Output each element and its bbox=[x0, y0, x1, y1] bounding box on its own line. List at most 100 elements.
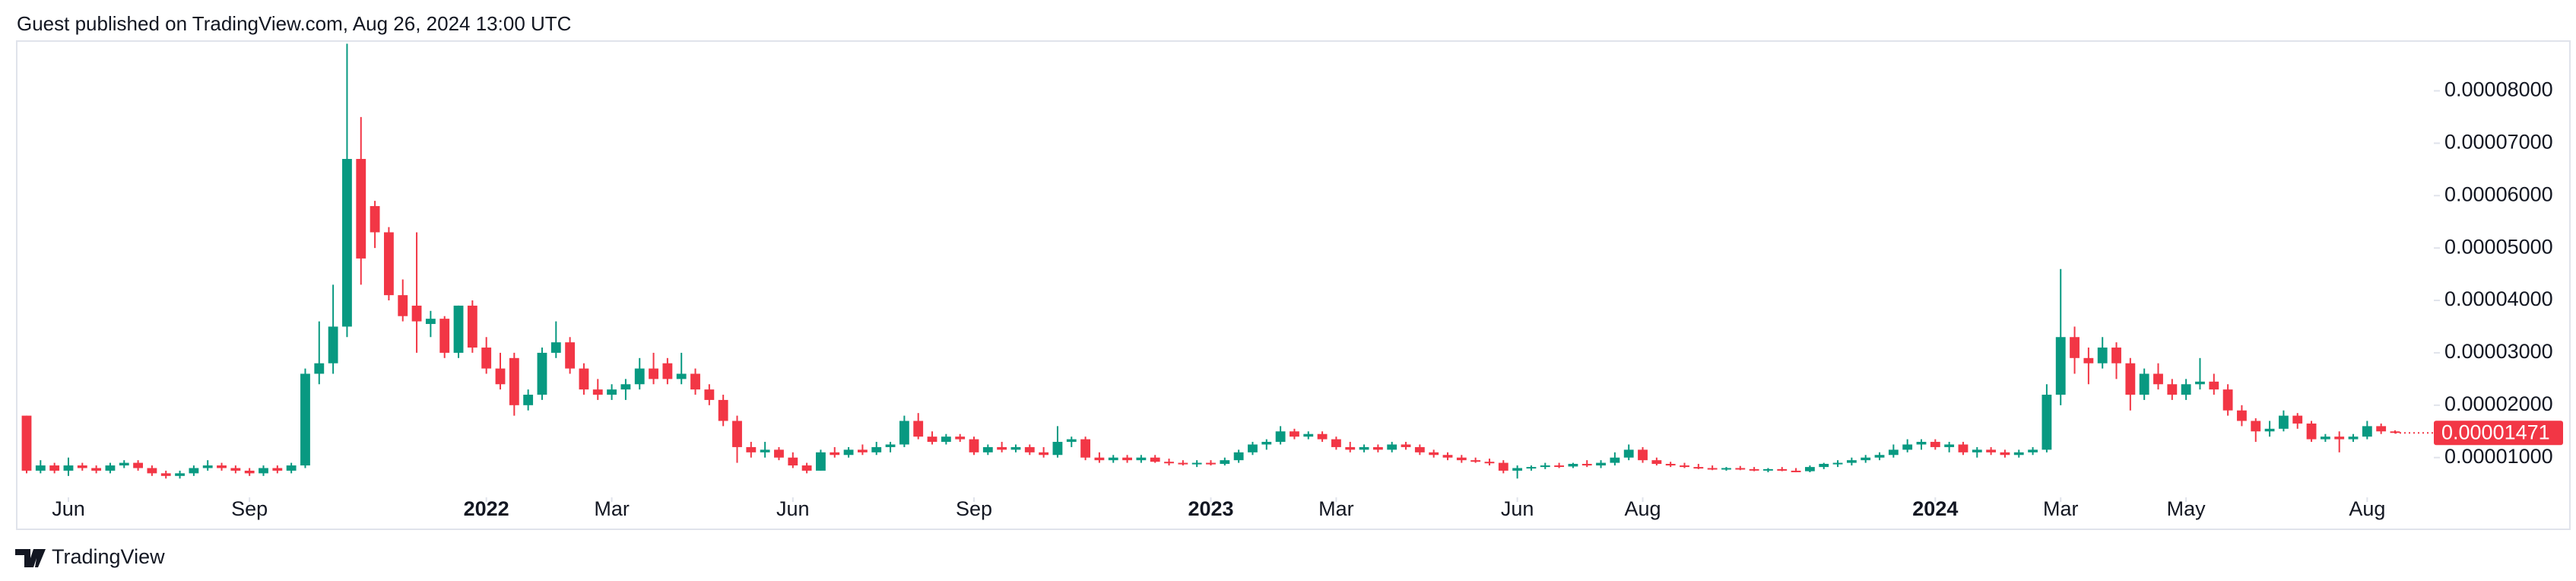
candle-body bbox=[1819, 463, 1829, 468]
candle-body bbox=[2237, 410, 2247, 421]
logo-mark bbox=[15, 549, 46, 567]
candle-body bbox=[2278, 415, 2289, 429]
candle-body bbox=[1108, 457, 1118, 461]
candle-body bbox=[1290, 431, 1299, 437]
x-tick-label: Jun bbox=[52, 497, 85, 520]
candle-body bbox=[2195, 381, 2205, 385]
candle-body bbox=[1080, 439, 1091, 458]
x-tick-label: Sep bbox=[956, 497, 992, 520]
candle-body bbox=[1540, 465, 1550, 468]
candle-body bbox=[592, 389, 603, 395]
candle-body bbox=[816, 452, 826, 471]
candle-body bbox=[885, 444, 896, 447]
candle-body bbox=[370, 206, 380, 233]
candle-body bbox=[1359, 446, 1369, 450]
candle-body bbox=[704, 389, 715, 400]
y-tick-label: 0.00008000 bbox=[2444, 78, 2553, 101]
candle-body bbox=[1791, 470, 1801, 472]
candle-body bbox=[1596, 462, 1606, 466]
candle-body bbox=[77, 465, 87, 468]
candle-body bbox=[746, 446, 757, 452]
candle-body bbox=[1429, 452, 1439, 456]
candle-body bbox=[1024, 446, 1035, 452]
candle-body bbox=[398, 295, 408, 316]
x-tick-label: Mar bbox=[2043, 497, 2079, 520]
candle-body bbox=[2083, 357, 2094, 364]
candle-body bbox=[1916, 442, 1927, 445]
candle-body bbox=[328, 326, 338, 364]
y-tick-label: 0.00003000 bbox=[2444, 340, 2553, 363]
candle-body bbox=[439, 319, 450, 353]
candle-body bbox=[2139, 373, 2149, 395]
x-tick-label: Aug bbox=[2349, 497, 2385, 520]
candle-body bbox=[2153, 373, 2163, 385]
candle-body bbox=[1317, 433, 1328, 440]
candle-body bbox=[1206, 462, 1216, 465]
candle-body bbox=[49, 465, 60, 471]
candle-body bbox=[2251, 421, 2261, 432]
candle-body bbox=[2376, 426, 2387, 432]
publish-note: Guest published on TradingView.com, Aug … bbox=[17, 12, 571, 35]
candle-body bbox=[899, 421, 909, 445]
candle-body bbox=[969, 439, 979, 452]
candle-body bbox=[1178, 462, 1188, 465]
candle-body bbox=[982, 446, 993, 452]
y-tick-label: 0.00006000 bbox=[2444, 183, 2553, 205]
last-price-badge bbox=[2434, 421, 2563, 446]
candle-body bbox=[1498, 462, 1508, 471]
x-tick-label: Jun bbox=[1501, 497, 1534, 520]
candle-body bbox=[1610, 457, 1620, 463]
candle-body bbox=[244, 470, 255, 474]
candle-body bbox=[133, 462, 144, 468]
candle-body bbox=[425, 319, 436, 325]
candle-body bbox=[2209, 381, 2219, 390]
candle-body bbox=[607, 389, 617, 395]
candle-body bbox=[1052, 442, 1063, 456]
candle-body bbox=[119, 462, 129, 466]
candle-body bbox=[550, 342, 561, 353]
candle-body bbox=[1804, 467, 1815, 471]
y-tick-label: 0.00004000 bbox=[2444, 287, 2553, 310]
candle-body bbox=[1763, 468, 1773, 471]
candle-body bbox=[2028, 449, 2038, 452]
candle-body bbox=[1832, 462, 1843, 465]
y-tick-label: 0.00002000 bbox=[2444, 392, 2553, 415]
candle-body bbox=[2041, 395, 2052, 450]
candle-body bbox=[217, 465, 227, 468]
y-tick-label: 0.00001000 bbox=[2444, 445, 2553, 468]
candle-body bbox=[1414, 446, 1425, 452]
candle-body bbox=[1512, 468, 1523, 471]
candle-body bbox=[1651, 460, 1662, 464]
candle-body bbox=[1902, 444, 1913, 450]
candle-body bbox=[2181, 384, 2191, 395]
candle-body bbox=[620, 384, 631, 390]
candle-body bbox=[481, 348, 492, 369]
y-tick-label: 0.00005000 bbox=[2444, 235, 2553, 258]
brand-logo bbox=[15, 549, 46, 567]
brand-name: TradingView bbox=[52, 545, 165, 568]
y-tick-label: 0.00007000 bbox=[2444, 130, 2553, 153]
candle-body bbox=[801, 465, 812, 471]
x-tick-label: 2023 bbox=[1188, 497, 1233, 520]
candle-body bbox=[342, 159, 352, 327]
candle-body bbox=[2320, 437, 2330, 440]
candle-body bbox=[272, 468, 283, 471]
candle-body bbox=[411, 305, 422, 322]
candle-body bbox=[1888, 449, 1899, 456]
candle-body bbox=[286, 465, 297, 471]
candle-body bbox=[1331, 439, 1341, 447]
candle-body bbox=[495, 368, 506, 385]
candle-body bbox=[732, 421, 742, 447]
candle-body bbox=[1303, 433, 1314, 437]
candle-body bbox=[147, 468, 157, 474]
candle-body bbox=[1526, 467, 1537, 469]
candle-body bbox=[453, 305, 464, 353]
candle-body bbox=[1220, 460, 1230, 464]
candle-body bbox=[1846, 460, 1857, 463]
candle-body bbox=[649, 368, 658, 379]
x-tick-label: Aug bbox=[1625, 497, 1661, 520]
candle-body bbox=[1680, 465, 1689, 468]
